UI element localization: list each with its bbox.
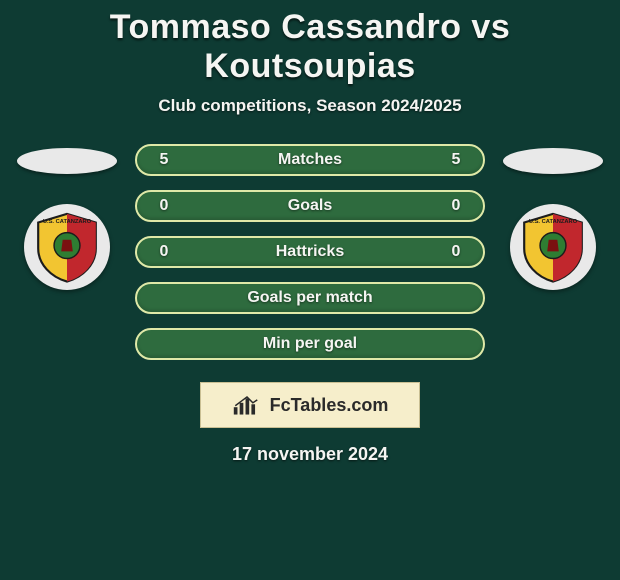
stat-right-value: 0 <box>445 243 467 261</box>
stat-label: Hattricks <box>175 243 445 261</box>
shield-icon: U.S. CATANZARO <box>31 211 103 283</box>
left-club-crest: U.S. CATANZARO <box>24 204 110 290</box>
stat-label: Goals <box>175 197 445 215</box>
bar-chart-icon <box>232 394 262 416</box>
stat-right-value: 0 <box>445 197 467 215</box>
footer-date: 17 november 2024 <box>0 444 620 465</box>
stat-left-value: 0 <box>153 243 175 261</box>
stats-column: 5Matches50Goals00Hattricks0Goals per mat… <box>135 144 485 360</box>
branding-badge: FcTables.com <box>200 382 420 428</box>
stat-label: Goals per match <box>175 289 445 307</box>
branding-text: FcTables.com <box>270 395 389 416</box>
stat-label: Min per goal <box>175 335 445 353</box>
left-side: U.S. CATANZARO <box>17 144 117 290</box>
stat-row: 0Goals0 <box>135 190 485 222</box>
page-subtitle: Club competitions, Season 2024/2025 <box>0 96 620 116</box>
shield-icon: U.S. CATANZARO <box>517 211 589 283</box>
stat-left-value: 0 <box>153 197 175 215</box>
comparison-infographic: Tommaso Cassandro vs Koutsoupias Club co… <box>0 0 620 580</box>
right-club-crest: U.S. CATANZARO <box>510 204 596 290</box>
stat-row: Min per goal <box>135 328 485 360</box>
page-title: Tommaso Cassandro vs Koutsoupias <box>0 8 620 86</box>
stat-left-value: 5 <box>153 151 175 169</box>
right-side: U.S. CATANZARO <box>503 144 603 290</box>
stat-right-value: 5 <box>445 151 467 169</box>
stat-row: Goals per match <box>135 282 485 314</box>
crest-text: U.S. CATANZARO <box>529 219 578 225</box>
stat-row: 5Matches5 <box>135 144 485 176</box>
player-marker-right <box>503 148 603 174</box>
crest-text: U.S. CATANZARO <box>43 219 92 225</box>
layout-row: U.S. CATANZARO 5Matches50Goals00Hattrick… <box>0 144 620 360</box>
player-marker-left <box>17 148 117 174</box>
stat-label: Matches <box>175 151 445 169</box>
stat-row: 0Hattricks0 <box>135 236 485 268</box>
